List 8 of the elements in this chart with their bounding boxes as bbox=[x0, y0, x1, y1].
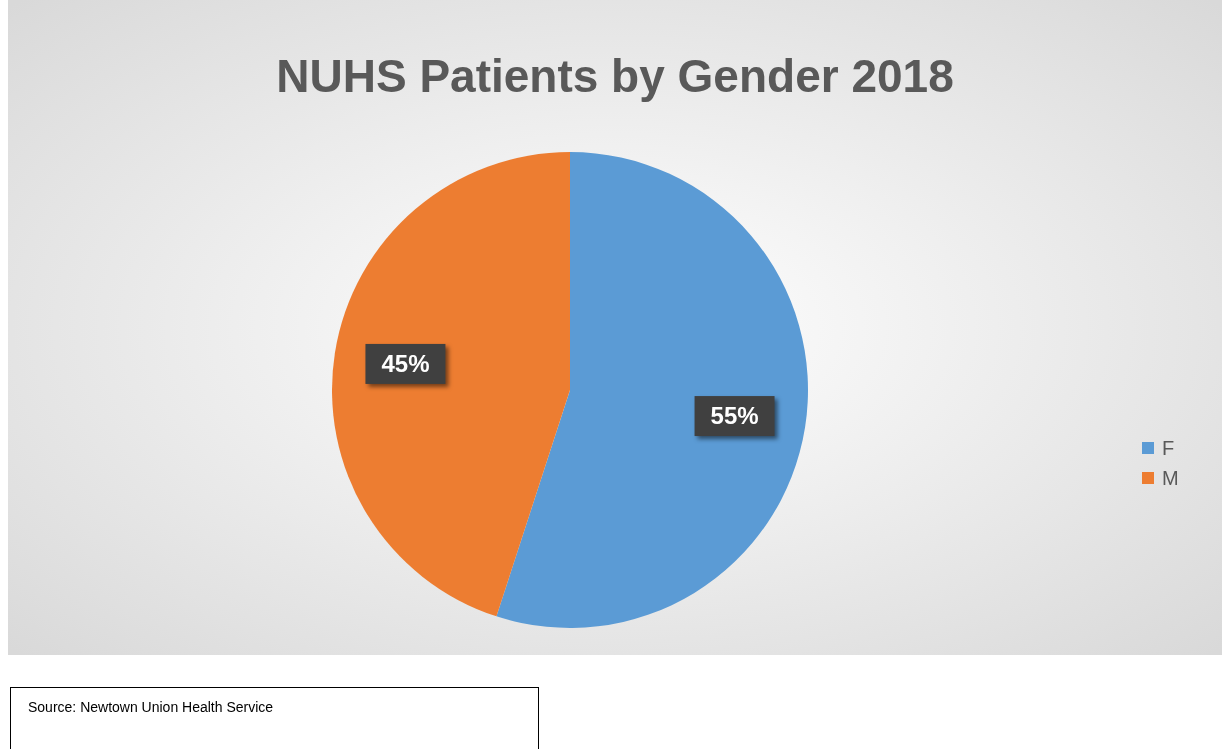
source-note: Source: Newtown Union Health Service bbox=[28, 699, 274, 715]
data-label: 55% bbox=[710, 402, 759, 430]
legend-label: F bbox=[1162, 437, 1175, 459]
data-label: 45% bbox=[381, 350, 430, 378]
pie-slice bbox=[332, 152, 570, 617]
pie-slice bbox=[496, 152, 808, 628]
legend-label: M bbox=[1162, 467, 1179, 489]
chart-title: NUHS Patients by Gender 2018 bbox=[276, 50, 954, 102]
